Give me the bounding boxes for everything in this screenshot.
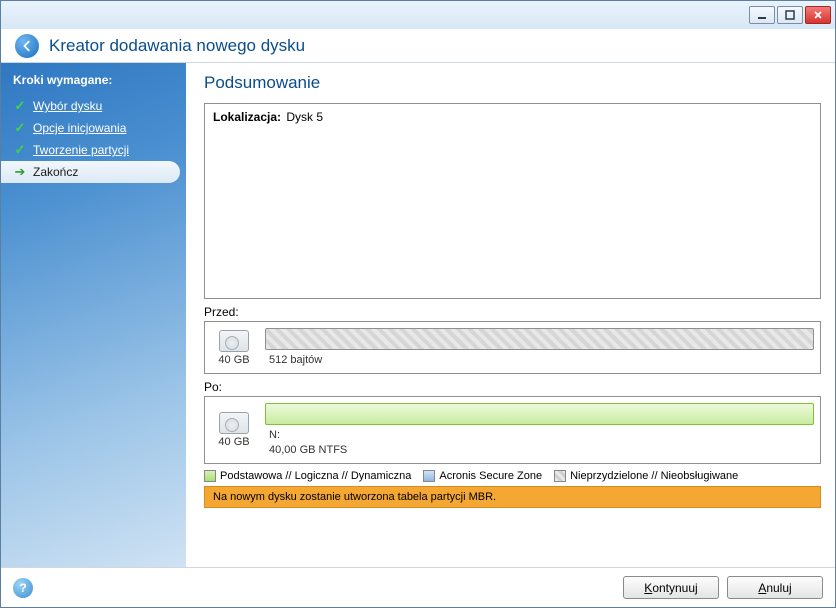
sidebar-step-label: Wybór dysku bbox=[33, 99, 102, 113]
partition-meta-before: 512 bajtów bbox=[265, 353, 814, 367]
titlebar bbox=[1, 1, 835, 29]
wizard-window: Kreator dodawania nowego dysku Kroki wym… bbox=[0, 0, 836, 608]
sidebar-step-label: Zakończ bbox=[33, 165, 78, 179]
main-content: Podsumowanie Lokalizacja: Dysk 5 Przed: … bbox=[186, 63, 835, 567]
legend-label: Nieprzydzielone // Nieobsługiwane bbox=[570, 470, 738, 482]
partition-col: 512 bajtów bbox=[265, 328, 814, 367]
minimize-button[interactable] bbox=[749, 6, 775, 24]
check-icon: ✓ bbox=[13, 121, 27, 135]
partition-desc: 40,00 GB NTFS bbox=[269, 443, 814, 457]
footer: ? Kontynuuj Anuluj bbox=[1, 567, 835, 607]
legend-label: Podstawowa // Logiczna // Dynamiczna bbox=[220, 470, 411, 482]
disk-size-before: 40 GB bbox=[218, 354, 249, 366]
check-icon: ✓ bbox=[13, 99, 27, 113]
sidebar-step-label: Opcje inicjowania bbox=[33, 121, 126, 135]
sidebar-step-finish[interactable]: ➔ Zakończ bbox=[1, 161, 180, 183]
location-label: Lokalizacja: bbox=[213, 110, 281, 124]
summary-title: Podsumowanie bbox=[204, 73, 821, 93]
help-button[interactable]: ? bbox=[13, 578, 33, 598]
sidebar-step-create-partition[interactable]: ✓ Tworzenie partycji bbox=[1, 139, 186, 161]
disk-icon bbox=[219, 330, 249, 352]
partition-col: N: 40,00 GB NTFS bbox=[265, 403, 814, 457]
sidebar-step-disk-selection[interactable]: ✓ Wybór dysku bbox=[1, 95, 186, 117]
legend-swatch-secure bbox=[423, 470, 435, 482]
legend-unalloc: Nieprzydzielone // Nieobsługiwane bbox=[554, 470, 738, 482]
infobar: Na nowym dysku zostanie utworzona tabela… bbox=[204, 486, 821, 508]
close-button[interactable] bbox=[805, 6, 831, 24]
drive-letter: N: bbox=[269, 428, 814, 442]
back-button[interactable] bbox=[15, 34, 39, 58]
location-box: Lokalizacja: Dysk 5 bbox=[204, 103, 821, 299]
check-icon: ✓ bbox=[13, 143, 27, 157]
before-disk-panel: 40 GB 512 bajtów bbox=[204, 321, 821, 374]
legend-swatch-unalloc bbox=[554, 470, 566, 482]
after-label: Po: bbox=[204, 380, 821, 394]
partition-meta-after: N: 40,00 GB NTFS bbox=[265, 428, 814, 457]
sidebar: Kroki wymagane: ✓ Wybór dysku ✓ Opcje in… bbox=[1, 63, 186, 567]
partition-desc: 512 bajtów bbox=[269, 353, 814, 367]
body: Kroki wymagane: ✓ Wybór dysku ✓ Opcje in… bbox=[1, 63, 835, 567]
location-value: Dysk 5 bbox=[286, 110, 323, 124]
disk-icon-col: 40 GB bbox=[211, 412, 257, 448]
after-disk-panel: 40 GB N: 40,00 GB NTFS bbox=[204, 396, 821, 464]
continue-rest: ontynuuj bbox=[652, 581, 697, 595]
sidebar-step-init-options[interactable]: ✓ Opcje inicjowania bbox=[1, 117, 186, 139]
legend-label: Acronis Secure Zone bbox=[439, 470, 542, 482]
sidebar-heading: Kroki wymagane: bbox=[1, 73, 186, 95]
disk-icon-col: 40 GB bbox=[211, 330, 257, 366]
maximize-button[interactable] bbox=[777, 6, 803, 24]
legend: Podstawowa // Logiczna // Dynamiczna Acr… bbox=[204, 470, 821, 482]
legend-secure: Acronis Secure Zone bbox=[423, 470, 542, 482]
partition-bar-unallocated[interactable] bbox=[265, 328, 814, 350]
before-label: Przed: bbox=[204, 305, 821, 319]
continue-button[interactable]: Kontynuuj bbox=[623, 576, 719, 599]
cancel-button[interactable]: Anuluj bbox=[727, 576, 823, 599]
legend-swatch-primary bbox=[204, 470, 216, 482]
partition-bar-primary[interactable] bbox=[265, 403, 814, 425]
page-title: Kreator dodawania nowego dysku bbox=[49, 36, 305, 56]
arrow-right-icon: ➔ bbox=[13, 165, 27, 179]
sidebar-step-label: Tworzenie partycji bbox=[33, 143, 129, 157]
legend-primary: Podstawowa // Logiczna // Dynamiczna bbox=[204, 470, 411, 482]
cancel-rest: nuluj bbox=[766, 581, 791, 595]
disk-size-after: 40 GB bbox=[218, 436, 249, 448]
disk-icon bbox=[219, 412, 249, 434]
header: Kreator dodawania nowego dysku bbox=[1, 29, 835, 63]
